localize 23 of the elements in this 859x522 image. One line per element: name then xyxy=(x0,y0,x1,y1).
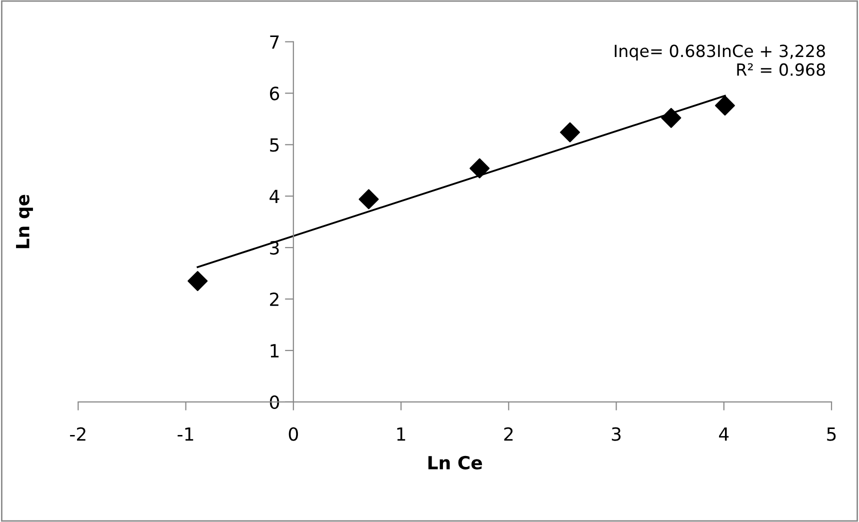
y-tick-label: 5 xyxy=(270,138,279,152)
y-tick-label: 2 xyxy=(270,292,278,306)
x-axis-title: Ln Ce xyxy=(428,456,482,470)
y-tick-label: 1 xyxy=(270,344,279,358)
point xyxy=(560,122,580,142)
point xyxy=(714,96,735,116)
x-tick-label: 2 xyxy=(504,427,513,441)
x-tick-label: 3 xyxy=(612,427,621,441)
y-tick-label: 6 xyxy=(270,86,280,100)
x-tick-label: 0 xyxy=(288,427,298,441)
annotation: Inqe= 0.683InCe + 3,228 R² = 0.968 xyxy=(614,44,825,76)
x-tick-label: -1 xyxy=(178,427,194,441)
point xyxy=(188,271,208,292)
x-tick-label: 5 xyxy=(827,427,836,441)
y-tick-label: 4 xyxy=(270,190,280,203)
x-tick-label: 4 xyxy=(719,427,729,441)
y-tick-label: 7 xyxy=(270,35,279,49)
y-axis-title: Ln qe xyxy=(16,194,33,248)
point xyxy=(661,108,682,128)
point xyxy=(470,158,490,178)
x-tick-label: 1 xyxy=(397,427,406,441)
x-tick-label: -2 xyxy=(70,427,86,441)
point xyxy=(358,189,379,210)
